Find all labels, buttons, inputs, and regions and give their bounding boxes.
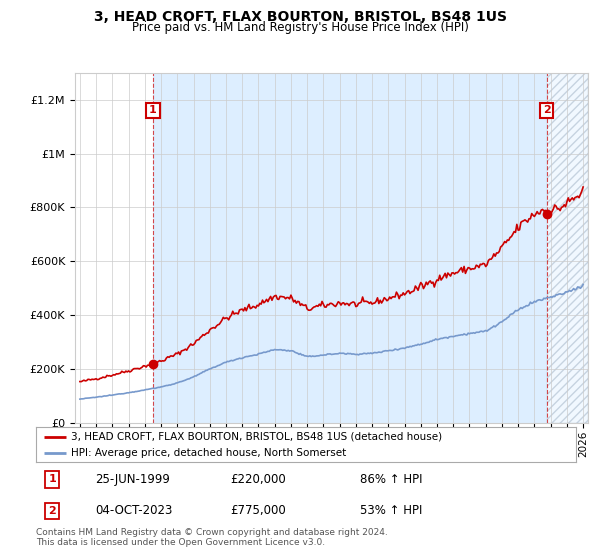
Text: 1: 1 <box>149 105 157 115</box>
Text: 86% ↑ HPI: 86% ↑ HPI <box>360 473 422 486</box>
Text: 2: 2 <box>49 506 56 516</box>
Text: 3, HEAD CROFT, FLAX BOURTON, BRISTOL, BS48 1US: 3, HEAD CROFT, FLAX BOURTON, BRISTOL, BS… <box>94 10 506 24</box>
Text: 3, HEAD CROFT, FLAX BOURTON, BRISTOL, BS48 1US (detached house): 3, HEAD CROFT, FLAX BOURTON, BRISTOL, BS… <box>71 432 442 442</box>
Text: 1: 1 <box>49 474 56 484</box>
Text: £220,000: £220,000 <box>230 473 286 486</box>
Bar <box>153 73 547 423</box>
Bar <box>75 73 153 423</box>
Text: 53% ↑ HPI: 53% ↑ HPI <box>360 504 422 517</box>
Text: HPI: Average price, detached house, North Somerset: HPI: Average price, detached house, Nort… <box>71 447 346 458</box>
Text: 2: 2 <box>543 105 550 115</box>
Text: Price paid vs. HM Land Registry's House Price Index (HPI): Price paid vs. HM Land Registry's House … <box>131 21 469 34</box>
Text: 04-OCT-2023: 04-OCT-2023 <box>95 504 173 517</box>
Text: £775,000: £775,000 <box>230 504 286 517</box>
Text: 25-JUN-1999: 25-JUN-1999 <box>95 473 170 486</box>
Bar <box>547 73 588 423</box>
Text: Contains HM Land Registry data © Crown copyright and database right 2024.
This d: Contains HM Land Registry data © Crown c… <box>36 528 388 547</box>
